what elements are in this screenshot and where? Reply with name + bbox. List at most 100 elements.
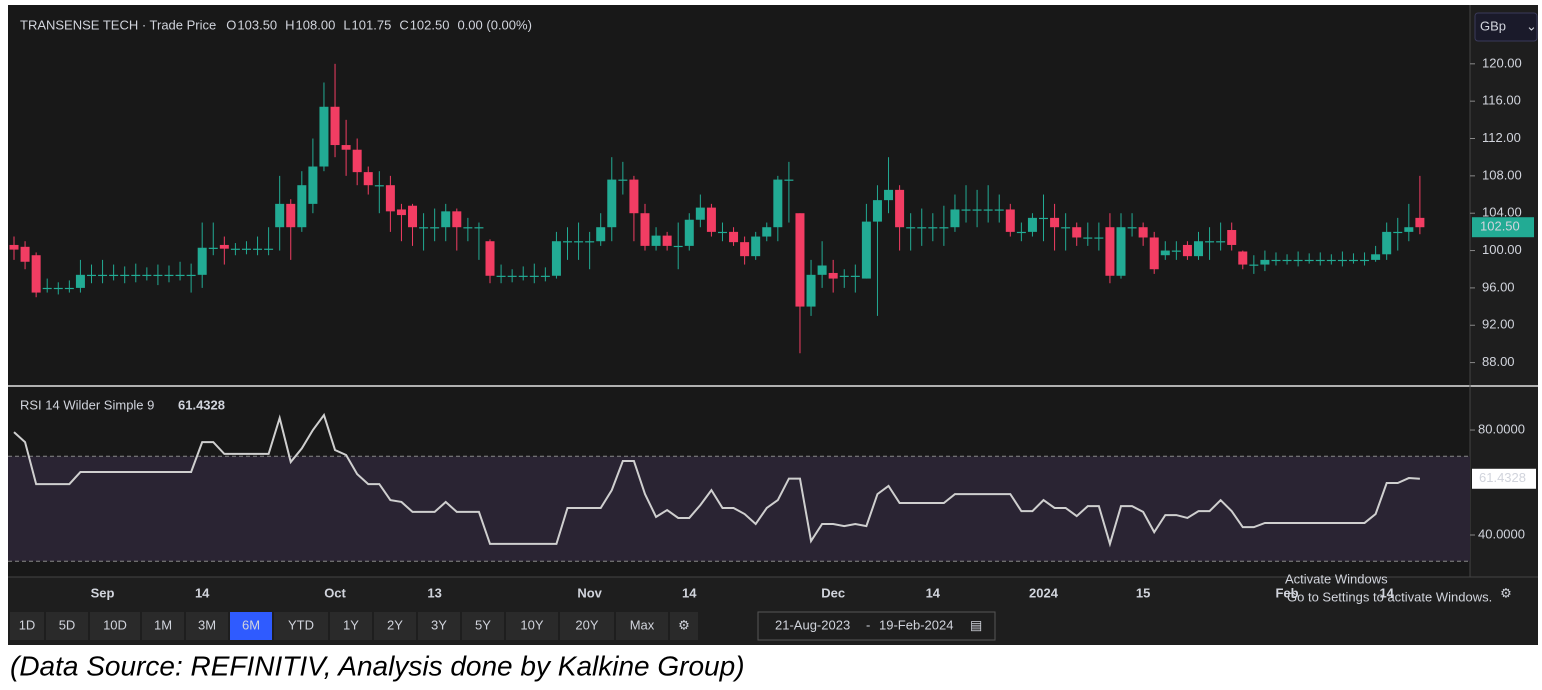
x-tick-label: 14: [682, 585, 697, 600]
range-label[interactable]: 10Y: [520, 617, 543, 632]
dropdown-caret: ⌄: [1526, 18, 1537, 33]
candle-body: [308, 166, 318, 204]
candle-body: [1138, 227, 1148, 238]
x-tick-label: 14: [1379, 585, 1394, 600]
price-pane: [8, 5, 1470, 385]
candle-body: [75, 274, 85, 288]
range-button[interactable]: [506, 612, 558, 640]
candle-body: [1404, 227, 1414, 232]
range-button[interactable]: [330, 612, 372, 640]
candle-body: [596, 227, 606, 242]
range-button[interactable]: [142, 612, 184, 640]
candle-body: [673, 245, 683, 248]
x-tick-label: Dec: [821, 585, 845, 600]
candle-body: [983, 209, 993, 211]
date-sep: -: [866, 617, 870, 632]
candle-body: [1360, 259, 1370, 262]
range-settings[interactable]: [670, 612, 698, 640]
candle-body: [563, 241, 572, 243]
range-button[interactable]: [374, 612, 416, 640]
candle-body: [1249, 264, 1259, 266]
candle-body: [861, 221, 871, 279]
candle-body: [1061, 227, 1071, 229]
candle-body: [264, 248, 274, 250]
range-button[interactable]: [274, 612, 328, 640]
range-label[interactable]: 2Y: [387, 617, 403, 632]
x-tick-label: 15: [1136, 585, 1150, 600]
candle-body: [1205, 241, 1215, 243]
candle-body: [1293, 259, 1303, 262]
currency[interactable]: GBp: [1480, 18, 1506, 33]
candle-body: [839, 275, 849, 277]
candle-body: [1127, 227, 1137, 229]
watermark-text: Go to Settings to activate Windows.: [1287, 589, 1492, 604]
date-from[interactable]: 21-Aug-2023: [775, 617, 850, 632]
x-tick-label: Feb: [1275, 585, 1298, 600]
range-label[interactable]: 5Y: [475, 617, 491, 632]
candle-body: [795, 213, 805, 307]
settings-icon[interactable]: ⚙: [1500, 585, 1512, 600]
candle-body: [441, 211, 451, 228]
candle-body: [1050, 217, 1060, 228]
range-label[interactable]: 1D: [19, 617, 36, 632]
date-to[interactable]: 19-Feb-2024: [879, 617, 953, 632]
candle-body: [1160, 250, 1170, 256]
candle-body: [1304, 259, 1314, 262]
candle-body: [1072, 227, 1082, 238]
range-button[interactable]: [560, 612, 614, 640]
y-tick-label: 104.00: [1482, 205, 1522, 220]
range-label[interactable]: Max: [630, 617, 655, 632]
range-button[interactable]: [230, 612, 272, 640]
candle-body: [86, 274, 96, 277]
range-button[interactable]: [10, 612, 44, 640]
range-label[interactable]: 6M: [242, 617, 260, 632]
candle-body: [762, 227, 772, 237]
y-tick-label: 120.00: [1482, 55, 1522, 70]
candle-body: [208, 247, 218, 249]
candle-body: [1238, 251, 1248, 265]
rsi-current: 61.4328: [178, 397, 225, 412]
range-label[interactable]: 1Y: [343, 617, 359, 632]
candle-body: [253, 248, 263, 250]
candle-body: [363, 172, 373, 186]
candle-body: [540, 275, 550, 277]
candle-body: [1282, 259, 1292, 262]
change: 0.00 (0.00%): [457, 17, 531, 32]
range-button[interactable]: [46, 612, 88, 640]
range-button[interactable]: [186, 612, 228, 640]
range-label[interactable]: 10D: [103, 617, 127, 632]
candle-body: [662, 235, 672, 246]
range-button[interactable]: [616, 612, 668, 640]
candle-body: [1227, 230, 1237, 245]
ohlc-key: H: [285, 17, 294, 32]
candle-body: [120, 274, 130, 277]
candle-body: [961, 209, 971, 211]
range-button[interactable]: [90, 612, 140, 640]
candle-body: [1171, 250, 1181, 252]
range-label[interactable]: 5D: [59, 617, 76, 632]
y-tick-label: 116.00: [1482, 93, 1521, 108]
range-label[interactable]: 20Y: [575, 617, 598, 632]
candle-body: [275, 203, 285, 228]
candle-body: [485, 241, 495, 276]
candle-body: [773, 179, 783, 228]
range-label[interactable]: 3M: [198, 617, 216, 632]
candle-body: [717, 231, 727, 234]
candle-body: [972, 209, 982, 211]
range-button[interactable]: [418, 612, 460, 640]
date-range-box[interactable]: [757, 611, 996, 641]
calendar-icon: ▤: [970, 617, 982, 632]
candle-body: [463, 227, 473, 229]
currency-select[interactable]: [1474, 12, 1538, 42]
range-settings-icon[interactable]: ⚙: [678, 617, 690, 632]
candle-body: [175, 274, 185, 277]
range-button[interactable]: [462, 612, 504, 640]
range-label[interactable]: 1M: [154, 617, 172, 632]
range-label[interactable]: YTD: [288, 617, 314, 632]
candle-body: [695, 207, 705, 220]
rsi-line: [13, 412, 1420, 548]
candle-body: [1337, 259, 1347, 262]
range-label[interactable]: 3Y: [431, 617, 447, 632]
candle-body: [1094, 237, 1104, 239]
